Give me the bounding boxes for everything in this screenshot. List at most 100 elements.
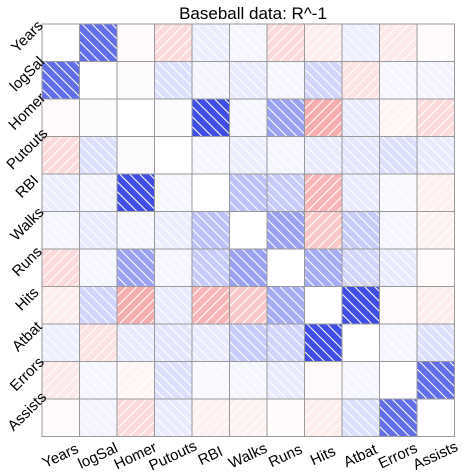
heatmap-cell-logSal-Homer [116,61,155,100]
heatmap-cell-Putouts-Assists [416,136,455,175]
heatmap-cell-Hits-Years [41,286,80,325]
cell-hatch [117,361,155,399]
cell-hatch [379,24,417,62]
heatmap-cell-Assists-Errors [379,398,418,437]
cell-hatch [154,211,192,249]
heatmap-cell-Homer-Assists [416,98,455,137]
cell-hatch [342,249,380,287]
cell-hatch [267,361,305,399]
heatmap-cell-Runs-RBI [191,248,230,287]
heatmap-cell-Errors-RBI [191,361,230,400]
heatmap-cell-Years-Years [41,23,80,62]
heatmap-cell-Putouts-Errors [379,136,418,175]
heatmap-cell-Years-Assists [416,23,455,62]
cell-hatch [267,399,305,437]
cell-hatch [192,61,230,99]
row-label-Walks: Walks [7,204,48,245]
heatmap-cell-Walks-Walks [229,211,268,250]
cell-hatch [79,99,117,137]
heatmap-cell-logSal-Putouts [154,61,193,100]
cell-hatch [117,399,155,437]
cell-hatch [42,361,80,399]
heatmap-cell-Atbat-Atbat [341,323,380,362]
cell-hatch [229,324,267,362]
cell-hatch [379,61,417,99]
cell-fill [304,286,342,324]
heatmap-cell-RBI-Errors [379,173,418,212]
heatmap-cell-Errors-Hits [304,361,343,400]
cell-hatch [192,211,230,249]
cell-hatch [267,61,305,99]
heatmap-cell-Hits-Assists [416,286,455,325]
cell-hatch [267,174,305,212]
cell-hatch [79,361,117,399]
heatmap-cell-Homer-Errors [379,98,418,137]
cell-hatch [267,24,305,62]
cell-hatch [117,324,155,362]
heatmap-cell-Years-Runs [266,23,305,62]
heatmap-cell-Atbat-Years [41,323,80,362]
cell-hatch [79,211,117,249]
heatmap-cell-Runs-Putouts [154,248,193,287]
heatmap-cell-logSal-Atbat [341,61,380,100]
cell-fill [117,99,155,137]
row-label-Hits: Hits [12,284,42,314]
heatmap-cell-Walks-Hits [304,211,343,250]
heatmap-cell-Years-Hits [304,23,343,62]
cell-hatch [342,399,380,437]
cell-hatch [192,249,230,287]
heatmap-cell-Hits-Homer [116,286,155,325]
cell-hatch [304,211,342,249]
cell-hatch [79,286,117,324]
heatmap-cells [41,23,455,437]
column-label-Assists: Assists [410,438,460,473]
cell-hatch [379,249,417,287]
heatmap-cell-Homer-Years [41,98,80,137]
heatmap-cell-logSal-Years [41,61,80,100]
cell-hatch [342,99,380,137]
heatmap-cell-Errors-logSal [79,361,118,400]
heatmap-cell-Hits-Putouts [154,286,193,325]
heatmap-cell-Years-logSal [79,23,118,62]
cell-hatch [379,99,417,137]
cell-hatch [79,399,117,437]
column-label-Runs: Runs [266,441,305,471]
column-label-Putouts: Putouts [146,438,199,474]
column-label-Atbat: Atbat [341,441,381,472]
heatmap-cell-Years-Homer [116,23,155,62]
cell-hatch [154,286,192,324]
heatmap-cell-Walks-RBI [191,211,230,250]
heatmap-cell-Years-Walks [229,23,268,62]
cell-hatch [417,324,455,362]
heatmap-cell-Putouts-RBI [191,136,230,175]
cell-hatch [342,174,380,212]
cell-hatch [304,61,342,99]
cell-hatch [379,174,417,212]
cell-hatch [154,361,192,399]
cell-hatch [229,399,267,437]
cell-hatch [304,361,342,399]
cell-fill [79,61,117,99]
heatmap-cell-Assists-Assists [416,398,455,437]
heatmap-cell-Runs-Assists [416,248,455,287]
heatmap-cell-Hits-Errors [379,286,418,325]
heatmap-cell-RBI-Walks [229,173,268,212]
heatmap-cell-Hits-Hits [304,286,343,325]
heatmap-cell-Atbat-Runs [266,323,305,362]
chart-title: Baseball data: R^-1 [179,4,327,23]
cell-hatch [154,61,192,99]
heatmap-cell-Homer-Homer [116,98,155,137]
heatmap-cell-Assists-Walks [229,398,268,437]
cell-fill [267,249,305,287]
cell-hatch [192,361,230,399]
cell-hatch [417,286,455,324]
column-label-Walks: Walks [226,440,270,472]
heatmap-cell-Errors-Runs [266,361,305,400]
cell-hatch [379,211,417,249]
cell-hatch [304,136,342,174]
heatmap-cell-Walks-Assists [416,211,455,250]
heatmap-cell-RBI-Atbat [341,173,380,212]
cell-hatch [417,99,455,137]
cell-hatch [79,24,117,62]
cell-hatch [42,136,80,174]
